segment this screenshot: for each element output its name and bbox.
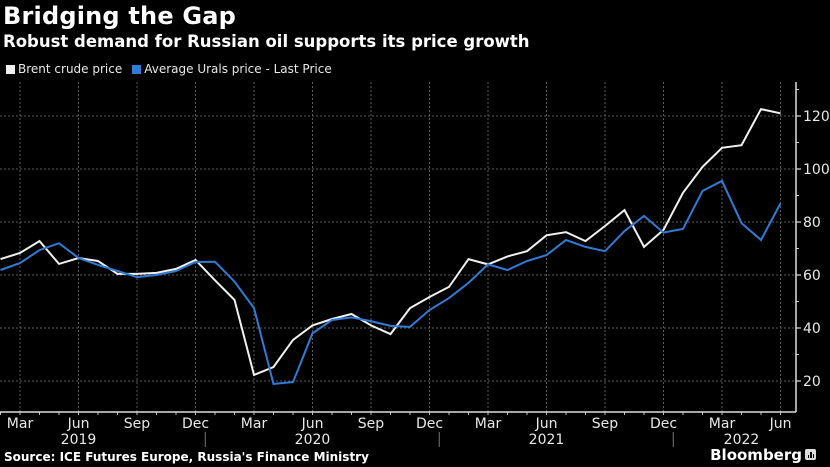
source-note: Source: ICE Futures Europe, Russia's Fin… <box>4 450 369 464</box>
legend-label-urals: Average Urals price - Last Price <box>144 62 332 76</box>
legend-item-urals: Average Urals price - Last Price <box>132 62 332 76</box>
y-tick-label: 120 <box>803 109 830 125</box>
x-tick-label: Mar <box>475 416 502 432</box>
gridlines <box>0 82 796 412</box>
year-label: 2022 <box>724 432 760 448</box>
year-label: 2020 <box>295 432 331 448</box>
x-tick-label: Mar <box>7 416 34 432</box>
x-tick-label: Jun <box>535 416 558 432</box>
x-tick-label: Mar <box>241 416 268 432</box>
series-lines <box>0 107 782 385</box>
legend-swatch-urals <box>132 64 142 74</box>
bloomberg-logo: Bloomberg <box>710 446 802 464</box>
y-tick-label: 40 <box>803 321 821 337</box>
y-tick-label: 60 <box>803 268 821 284</box>
legend-label-brent: Brent crude price <box>18 62 123 76</box>
y-tick-label: 80 <box>803 215 821 231</box>
tick-labels: 20 40 60 80 100 120 Mar Jun Sep Dec Mar Jun Sep Dec Ma… <box>7 109 830 448</box>
axes <box>0 82 801 447</box>
year-label: 2021 <box>529 432 565 448</box>
x-tick-label: Mar <box>709 416 736 432</box>
x-tick-label: Sep <box>124 416 151 432</box>
x-tick-label: Sep <box>592 416 619 432</box>
y-tick-label: 20 <box>803 374 821 390</box>
bloomberg-chart-icon <box>805 449 816 460</box>
series-line-urals <box>0 179 782 385</box>
x-tick-label: Sep <box>358 416 385 432</box>
legend-swatch-brent <box>6 64 15 74</box>
chart-subtitle: Robust demand for Russian oil supports i… <box>3 32 530 51</box>
chart-title: Bridging the Gap <box>3 2 237 30</box>
x-tick-label: Dec <box>650 416 677 432</box>
series-line-brent <box>0 107 781 377</box>
legend-item-brent: Brent crude price <box>6 62 122 76</box>
x-tick-label: Jun <box>301 416 324 432</box>
y-tick-label: 100 <box>803 162 830 178</box>
legend: Brent crude price Average Urals price - … <box>6 62 342 76</box>
x-tick-label: Jun <box>67 416 90 432</box>
x-tick-label: Dec <box>416 416 443 432</box>
x-tick-label: Dec <box>182 416 209 432</box>
x-tick-label: Jun <box>769 416 792 432</box>
year-label: 2019 <box>61 432 97 448</box>
